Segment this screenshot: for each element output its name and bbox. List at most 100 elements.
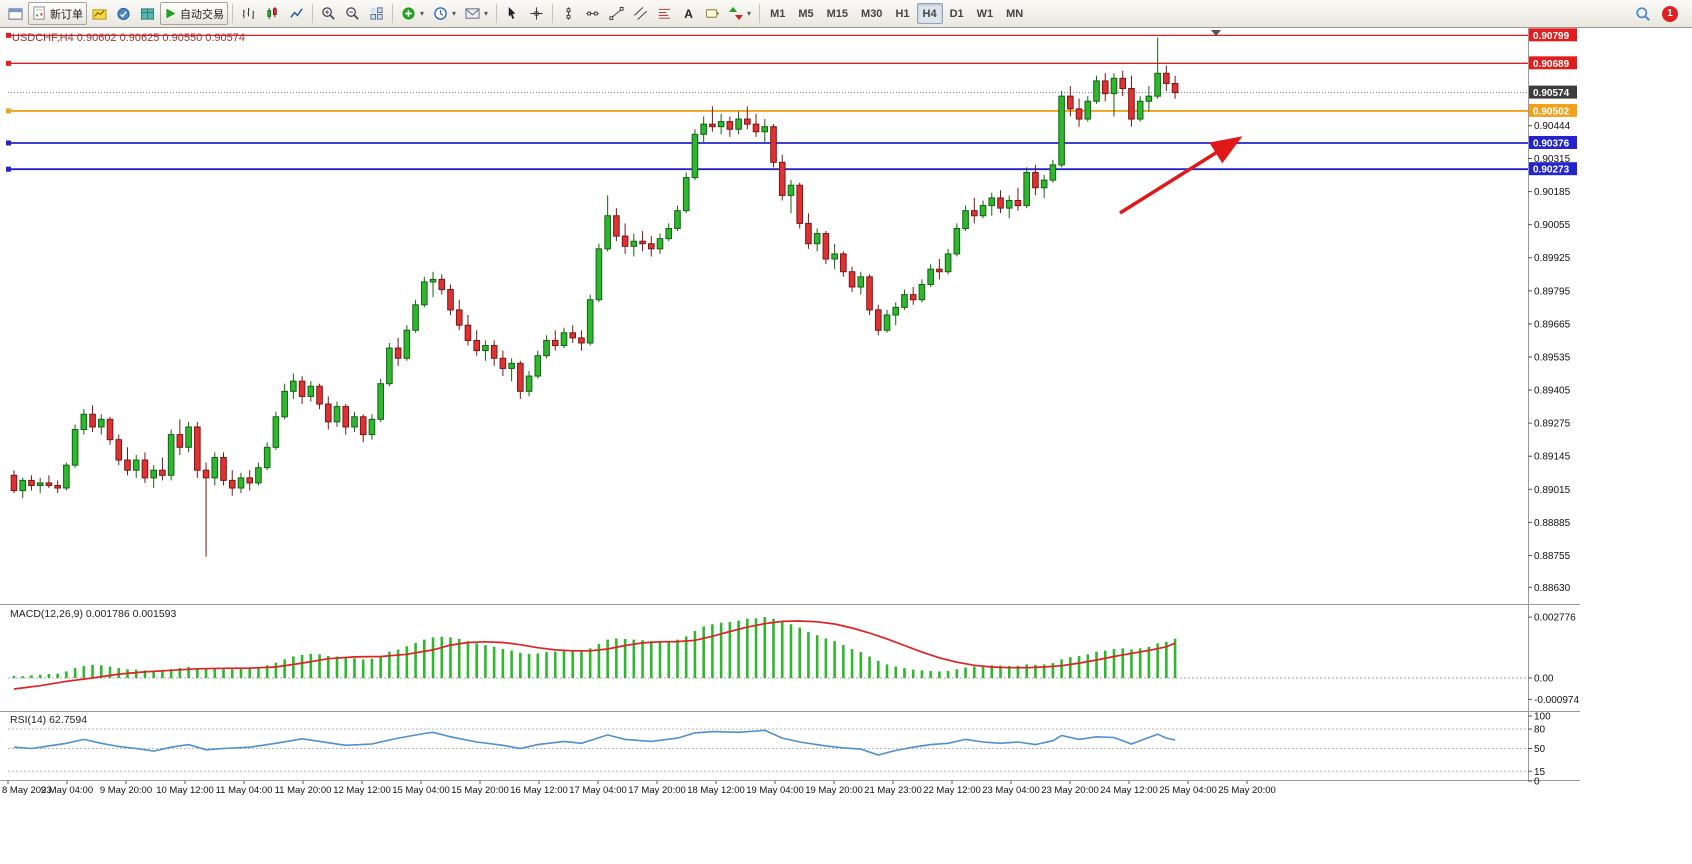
candle-body [1128, 88, 1135, 120]
candle-body [28, 479, 35, 486]
price-tick-label: 0.89535 [1534, 352, 1571, 363]
zoom-in-button[interactable] [317, 2, 340, 25]
candlestick-button[interactable] [261, 2, 284, 25]
time-tick-label: 11 May 04:00 [216, 785, 273, 796]
timeframe-w1-button[interactable]: W1 [971, 3, 1000, 24]
toolbar-separator [232, 4, 233, 23]
crosshair-button[interactable] [525, 2, 548, 25]
timeframe-label: D1 [949, 7, 964, 20]
timeframe-m1-button[interactable]: M1 [764, 3, 791, 24]
hline-handle[interactable] [6, 140, 11, 146]
candle-body [813, 233, 821, 245]
horizontal-line-button[interactable] [581, 2, 604, 25]
candle-body [290, 380, 297, 392]
zoom-out-button[interactable] [341, 2, 364, 25]
timeframe-label: H1 [895, 7, 910, 20]
price-tick-label: 0.89275 [1534, 419, 1571, 430]
timeframe-label: MN [1006, 7, 1024, 20]
candle-body [735, 118, 742, 130]
toolbar-separator [496, 4, 498, 23]
candle-body [761, 126, 769, 133]
hline-handle[interactable] [6, 32, 11, 38]
time-tick-label: 15 May 04:00 [392, 785, 450, 796]
bar-chart-icon [242, 7, 255, 20]
search-icon [1636, 6, 1650, 21]
tile-windows-icon [370, 7, 383, 20]
clock-icon [434, 7, 447, 20]
candle-body [909, 294, 917, 301]
candle-body [499, 357, 507, 369]
vertical-line-button[interactable] [557, 2, 580, 25]
candle-body [560, 332, 568, 347]
trend-arrow[interactable] [1119, 136, 1243, 215]
timeframe-mn-button[interactable]: MN [1000, 3, 1029, 24]
timeframe-m5-button[interactable]: M5 [792, 3, 819, 24]
channel-button[interactable] [629, 2, 652, 25]
templates-button[interactable]: ▾ [461, 2, 492, 25]
profiles-button[interactable] [112, 2, 135, 25]
pane-separators [0, 28, 1580, 781]
bar-chart-button[interactable] [237, 2, 260, 25]
time-tick-label: 21 May 23:00 [864, 785, 922, 796]
autotrade-label: 自动交易 [180, 8, 224, 21]
timeframe-m30-button[interactable]: M30 [855, 3, 888, 24]
notification-badge[interactable]: 1 [1662, 5, 1678, 22]
cursor-icon [508, 6, 516, 19]
candle-body [455, 309, 463, 326]
candle-body [176, 434, 184, 448]
cursor-button[interactable] [501, 2, 524, 25]
trendline-button[interactable] [605, 2, 628, 25]
candle-body [901, 294, 908, 308]
candle-body [543, 339, 550, 357]
chart-window-button[interactable] [4, 2, 27, 25]
toolbar-separator [759, 4, 761, 23]
label-tool-button[interactable] [701, 2, 724, 25]
timeframe-h1-button[interactable]: H1 [889, 3, 915, 24]
candle-body [298, 380, 306, 397]
line-chart-button[interactable] [285, 2, 308, 25]
hline-handle[interactable] [6, 108, 11, 114]
time-tick-label: 24 May 12:00 [1100, 785, 1158, 796]
data-window-button[interactable] [136, 2, 159, 25]
time-tick-label: 25 May 20:00 [1218, 785, 1276, 796]
timeframe-h4-button[interactable]: H4 [916, 3, 943, 24]
candle-body [508, 362, 515, 369]
fibonacci-button[interactable] [653, 2, 676, 25]
text-tool-button[interactable]: A [677, 2, 700, 25]
time-tick-label: 11 May 20:00 [275, 785, 332, 796]
tile-windows-button[interactable] [365, 2, 388, 25]
new-chart-button[interactable] [88, 2, 111, 25]
timeframe-d1-button[interactable]: D1 [944, 3, 970, 24]
toolbar-separator [552, 4, 554, 23]
candle-body [359, 416, 367, 436]
autotrade-button[interactable]: 自动交易 [160, 2, 228, 25]
zoom-out-icon [346, 7, 359, 20]
candle-body [787, 184, 795, 196]
arrows-icon [729, 7, 744, 20]
periods-button[interactable]: ▾ [429, 2, 460, 25]
candle-body [840, 253, 847, 273]
indicators-button[interactable]: ▾ [397, 2, 428, 25]
price-badge [1529, 85, 1577, 99]
toolbar-separator [392, 4, 393, 23]
price-tick-label: 0.88755 [1534, 551, 1571, 562]
arrows-tool-button[interactable]: ▾ [725, 2, 755, 25]
search-button[interactable] [1631, 2, 1655, 25]
hline-handle[interactable] [6, 166, 11, 172]
candle-body [351, 416, 358, 428]
candle-body [551, 339, 559, 347]
chart-shift-marker-icon[interactable] [1211, 30, 1221, 36]
timeframe-m15-button[interactable]: M15 [821, 3, 854, 24]
new-order-label: 新订单 [50, 8, 83, 21]
data-window-icon [140, 7, 155, 20]
price-badge-label: 0.90799 [1533, 31, 1570, 42]
price-badge-label: 0.90376 [1533, 138, 1570, 149]
timeframe-label: H4 [922, 7, 937, 20]
candle-body [665, 227, 673, 240]
new-order-button[interactable]: 新订单 [28, 2, 87, 25]
fibonacci-icon [658, 8, 671, 19]
time-tick-label: 17 May 04:00 [569, 785, 627, 796]
hline-handle[interactable] [6, 60, 11, 66]
price-tick-label: 0.88885 [1534, 518, 1571, 529]
